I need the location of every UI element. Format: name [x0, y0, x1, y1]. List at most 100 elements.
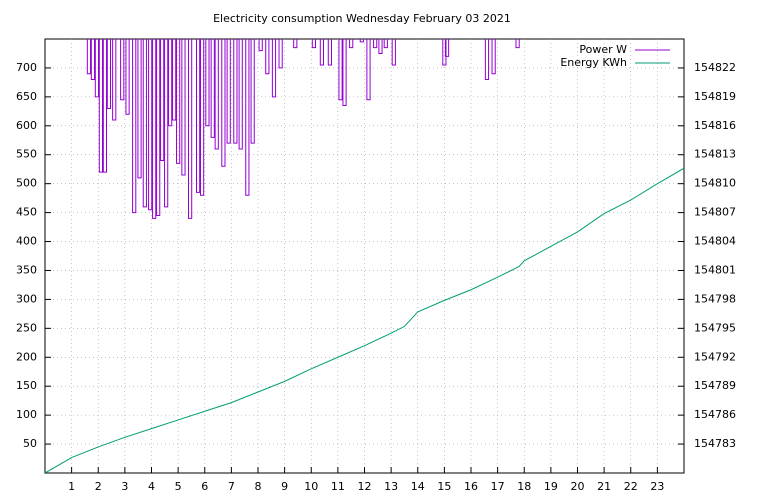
power-dip [484, 39, 490, 81]
power-dip [172, 39, 177, 121]
x-tick-label: 17 [491, 480, 505, 493]
y-tick-label: 700 [16, 61, 37, 74]
power-dip [98, 39, 104, 173]
y-tick-label: 100 [16, 408, 37, 421]
x-tick-label: 6 [201, 480, 208, 493]
power-dip [373, 39, 378, 49]
power-dip [137, 39, 142, 179]
power-dip [148, 39, 153, 211]
power-dip [181, 39, 186, 176]
x-tick-label: 13 [384, 480, 398, 493]
y-tick-label: 550 [16, 148, 37, 161]
power-dip [142, 39, 147, 208]
x-tick-label: 16 [464, 480, 478, 493]
x-tick-label: 22 [624, 480, 638, 493]
power-dip [188, 39, 193, 219]
y-tick-label: 50 [23, 437, 37, 450]
y2-tick-label: 154816 [694, 119, 736, 132]
x-tick-label: 9 [281, 480, 288, 493]
power-dip [278, 39, 283, 69]
y-tick-label: 300 [16, 292, 37, 305]
x-tick-label: 2 [95, 480, 102, 493]
power-dip [515, 39, 520, 49]
power-dip [106, 39, 111, 109]
power-dip [342, 39, 347, 107]
x-tick-label: 5 [175, 480, 182, 493]
y2-tick-label: 154804 [694, 235, 736, 248]
x-tick-label: 11 [331, 480, 345, 493]
x-tick-label: 8 [255, 480, 262, 493]
y-tick-label: 650 [16, 90, 37, 103]
power-dip [378, 39, 383, 54]
y2-tick-label: 154810 [694, 177, 736, 190]
x-tick-label: 12 [358, 480, 372, 493]
y-tick-label: 500 [16, 177, 37, 190]
power-dip [444, 39, 450, 57]
power-dip [125, 39, 130, 115]
power-dip [94, 39, 100, 98]
y-tick-label: 150 [16, 379, 37, 392]
y-tick-label: 400 [16, 235, 37, 248]
y-tick-label: 450 [16, 206, 37, 219]
power-dip [156, 39, 161, 216]
y2-tick-label: 154819 [694, 90, 736, 103]
power-dip [359, 39, 364, 43]
power-dip [112, 39, 117, 121]
chart-title: Electricity consumption Wednesday Februa… [213, 12, 511, 25]
y-tick-label: 250 [16, 321, 37, 334]
power-dip [233, 39, 238, 144]
power-dip [258, 39, 263, 52]
energy-line [45, 167, 684, 473]
power-dip [319, 39, 324, 66]
x-tick-label: 3 [121, 480, 128, 493]
x-tick-label: 4 [148, 480, 155, 493]
power-dip [491, 39, 496, 75]
power-dip [168, 39, 173, 127]
power-dip [152, 39, 157, 219]
legend-label: Power W [579, 43, 627, 56]
power-dip [265, 39, 270, 75]
power-dip [442, 39, 447, 66]
y2-tick-label: 154822 [694, 61, 736, 74]
x-tick-label: 19 [544, 480, 558, 493]
x-tick-label: 23 [650, 480, 664, 493]
power-dip [250, 39, 255, 144]
x-tick-label: 18 [517, 480, 531, 493]
power-dip [164, 39, 169, 208]
power-dip [214, 39, 219, 150]
x-tick-label: 15 [437, 480, 451, 493]
power-dip [160, 39, 165, 162]
y2-tick-label: 154798 [694, 292, 736, 305]
power-dip [199, 39, 205, 196]
power-dip [102, 39, 108, 173]
power-dip [221, 39, 226, 167]
y2-tick-label: 154789 [694, 379, 736, 392]
x-tick-label: 20 [571, 480, 585, 493]
x-tick-label: 14 [411, 480, 425, 493]
power-dip [349, 39, 354, 49]
x-tick-label: 10 [304, 480, 318, 493]
y2-tick-label: 154783 [694, 437, 736, 450]
x-tick-label: 7 [228, 480, 235, 493]
power-dip [327, 39, 332, 66]
y2-tick-label: 154795 [694, 321, 736, 334]
power-dip [210, 39, 215, 138]
y2-tick-label: 154813 [694, 148, 736, 161]
y2-tick-label: 154786 [694, 408, 736, 421]
y2-tick-label: 154792 [694, 350, 736, 363]
power-dip [311, 39, 317, 49]
x-tick-label: 21 [597, 480, 611, 493]
y2-tick-label: 154801 [694, 263, 736, 276]
y-tick-label: 200 [16, 350, 37, 363]
power-dip [205, 39, 210, 127]
power-dip [195, 39, 201, 193]
power-dip [338, 39, 343, 101]
power-dip [293, 39, 298, 49]
legend-label: Energy KWh [560, 56, 627, 69]
power-dip [245, 39, 250, 196]
power-dip [176, 39, 181, 164]
power-dip [391, 39, 396, 66]
power-dip [86, 39, 92, 75]
